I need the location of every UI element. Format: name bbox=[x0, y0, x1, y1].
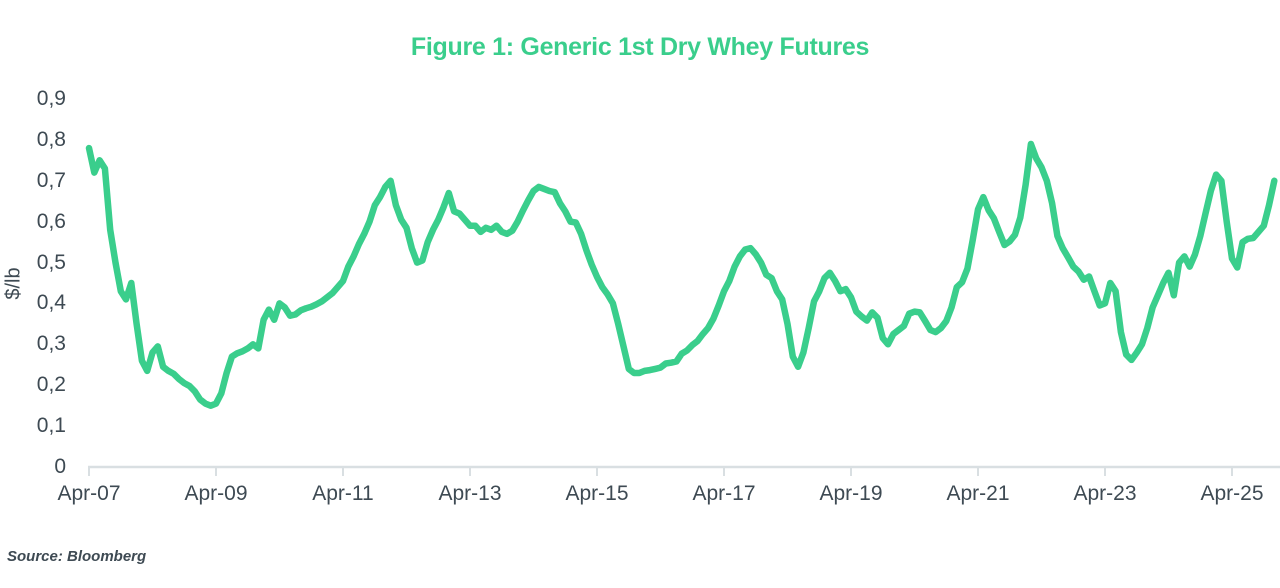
x-tick-label: Apr-13 bbox=[438, 482, 502, 505]
chart-title: Figure 1: Generic 1st Dry Whey Futures bbox=[410, 33, 870, 61]
y-tick-label: 0,3 bbox=[36, 332, 66, 356]
y-tick-label: 0,8 bbox=[36, 127, 66, 151]
x-tick-label: Apr-25 bbox=[1200, 482, 1264, 505]
y-tick-label: 0,6 bbox=[36, 209, 66, 233]
y-tick-label: 0,4 bbox=[36, 291, 66, 315]
x-tick-label: Apr-07 bbox=[57, 482, 121, 505]
x-tick-label: Apr-17 bbox=[692, 482, 756, 505]
x-tick-label: Apr-15 bbox=[565, 482, 629, 505]
y-tick-label: 0,7 bbox=[36, 168, 66, 192]
y-tick-label: 0 bbox=[54, 455, 66, 478]
x-tick-label: Apr-21 bbox=[946, 482, 1010, 505]
x-tick-label: Apr-19 bbox=[819, 482, 883, 505]
x-tick-label: Apr-11 bbox=[312, 482, 374, 505]
source-note: Source: Bloomberg bbox=[7, 548, 147, 565]
y-tick-label: 0,1 bbox=[36, 414, 66, 438]
x-axis-ticks bbox=[88, 467, 1234, 476]
y-tick-label: 0,2 bbox=[36, 373, 66, 397]
x-tick-label: Apr-09 bbox=[184, 482, 248, 505]
y-tick-label: 0,9 bbox=[36, 86, 66, 110]
y-tick-label: 0,5 bbox=[36, 250, 66, 274]
whey-futures-line bbox=[85, 140, 1278, 409]
x-tick-label: Apr-23 bbox=[1073, 482, 1137, 505]
